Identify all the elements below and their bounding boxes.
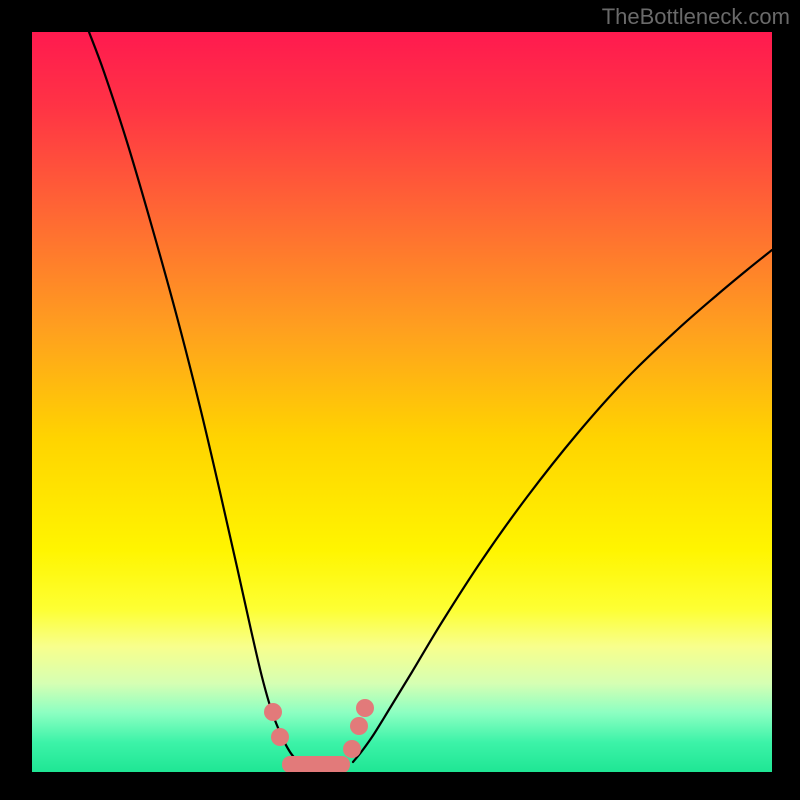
highlight-marker: [356, 699, 374, 717]
highlight-pill: [282, 756, 350, 772]
highlight-marker: [264, 703, 282, 721]
watermark-text: TheBottleneck.com: [602, 4, 790, 30]
highlight-marker: [343, 740, 361, 758]
chart-background: [32, 32, 772, 772]
highlight-marker: [350, 717, 368, 735]
highlight-marker: [271, 728, 289, 746]
bottleneck-chart: [32, 32, 772, 772]
